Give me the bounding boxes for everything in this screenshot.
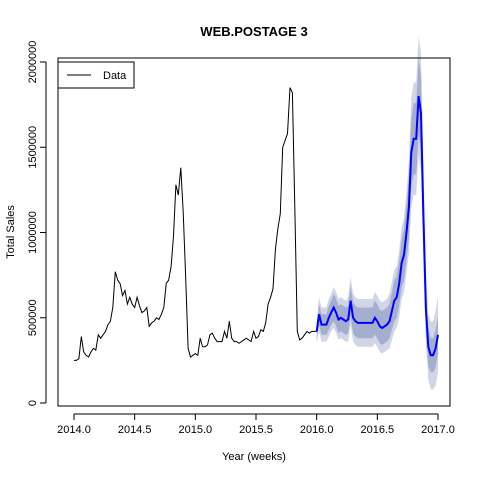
band-95 — [316, 36, 438, 390]
x-tick-label: 2016.0 — [300, 424, 334, 436]
legend-box — [57, 61, 135, 89]
x-tick-label: 2015.5 — [239, 424, 273, 436]
series-line-data — [74, 87, 317, 361]
legend: Data — [57, 61, 135, 89]
y-tick-label: 500000 — [27, 299, 39, 336]
y-axis-label: Total Sales — [5, 205, 17, 259]
x-tick-label: 2014.0 — [57, 424, 91, 436]
y-tick-label: 0 — [27, 400, 39, 406]
confidence-bands — [316, 36, 438, 390]
x-tick-label: 2015.0 — [179, 424, 213, 436]
x-axis-label: Year (weeks) — [222, 451, 286, 463]
y-tick-label: 1500000 — [27, 126, 39, 169]
y-tick-label: 1000000 — [27, 211, 39, 254]
x-tick-label: 2014.5 — [118, 424, 152, 436]
plot-frame — [57, 57, 451, 407]
series-line-forecast — [315, 95, 439, 357]
y-axis: 0 500000 1000000 1500000 2000000 — [27, 41, 47, 406]
y-tick-label: 2000000 — [27, 41, 39, 84]
x-tick-label: 2016.5 — [361, 424, 395, 436]
legend-label-data: Data — [103, 70, 127, 82]
x-axis: 2014.0 2014.5 2015.0 2015.5 2016.0 2016.5 2017… — [57, 413, 455, 436]
band-80 — [316, 58, 438, 373]
chart-title: WEB.POSTAGE 3 — [200, 24, 307, 39]
x-tick-label: 2017.0 — [421, 424, 455, 436]
series-lines — [74, 87, 439, 361]
